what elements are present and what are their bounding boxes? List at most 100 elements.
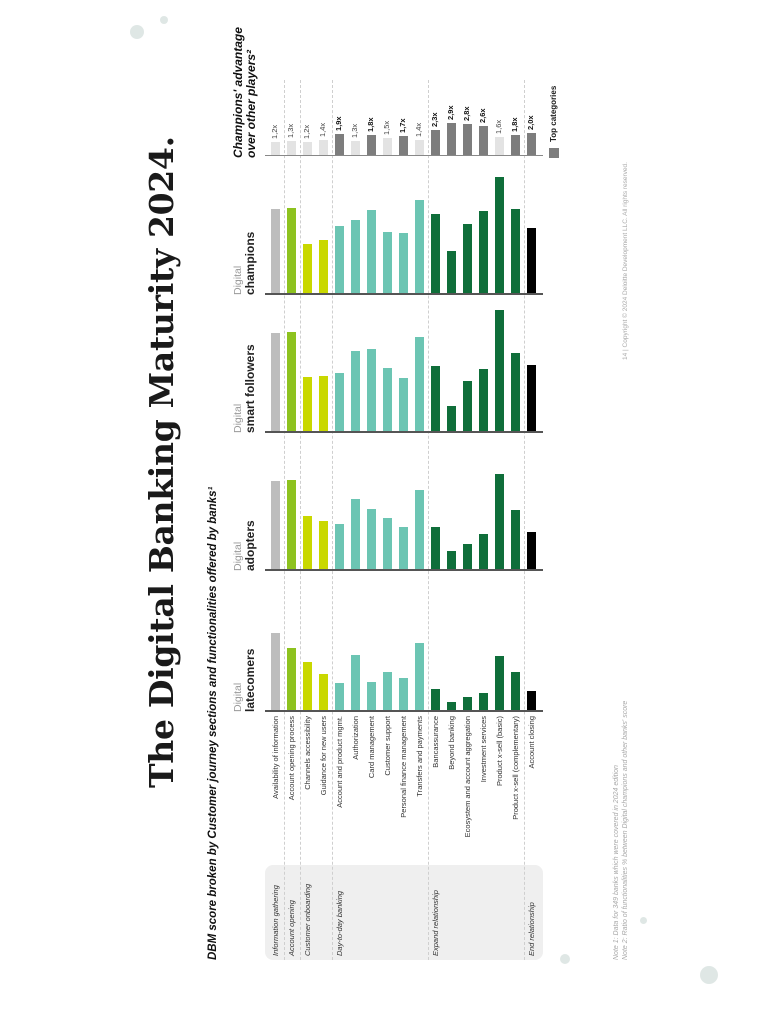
- bar: [271, 209, 280, 293]
- category-label: Personal finance management: [399, 716, 408, 818]
- category-label: Account opening process: [287, 716, 296, 801]
- bar: [335, 226, 344, 293]
- bar: [383, 518, 392, 569]
- stage-label: Expand relationship: [431, 890, 440, 956]
- decorative-splash: [560, 954, 570, 964]
- stage-label: Customer onboarding: [303, 883, 312, 956]
- column-name: adopters: [243, 520, 257, 571]
- category-label: Guidance for new users: [319, 716, 328, 796]
- bar: [271, 481, 280, 569]
- page-title: The Digital Banking Maturity 2024.: [142, 136, 181, 788]
- bar: [527, 532, 536, 569]
- bar-chart-smart-followers: [265, 303, 543, 433]
- bar: [511, 510, 520, 569]
- bar: [383, 232, 392, 293]
- advantage-value: 1,8x: [510, 117, 519, 132]
- bar: [383, 368, 392, 431]
- advantage-bar: [319, 140, 328, 155]
- bar: [367, 509, 376, 569]
- advantage-bar: [287, 141, 296, 155]
- advantage-chart: 1,2x 1,3x 1,2x 1,4x 1,9x 1,3x 1,8x 1,5x 1,7x 1,4x…: [265, 56, 543, 156]
- legend-label: Top categories: [549, 85, 559, 142]
- bar: [271, 333, 280, 431]
- bar: [319, 240, 328, 293]
- advantage-value: 1,2x: [270, 124, 279, 139]
- advantage-value: 1,8x: [366, 117, 375, 132]
- advantage-value: 1,7x: [398, 118, 407, 133]
- advantage-bar: [367, 135, 376, 155]
- bar: [303, 377, 312, 431]
- column-header: Digital adopters: [232, 520, 257, 571]
- advantage-value: 2,8x: [462, 106, 471, 121]
- footnote-1: Note 1: Data for 349 banks which were co…: [613, 765, 620, 960]
- category-labels: Availability of information Account openi…: [0, 716, 768, 864]
- bar: [431, 366, 440, 431]
- bar: [287, 480, 296, 569]
- advantage-bar: [447, 123, 456, 155]
- bar: [287, 648, 296, 710]
- bar: [367, 349, 376, 431]
- advantage-value: 1,4x: [414, 122, 423, 137]
- bar: [463, 381, 472, 431]
- bar: [335, 373, 344, 431]
- stage-label: Information gathering: [271, 885, 280, 956]
- bar: [287, 208, 296, 293]
- advantage-value: 2,3x: [430, 112, 439, 127]
- category-label: Availability of information: [271, 716, 280, 799]
- advantage-value: 1,6x: [494, 119, 503, 134]
- chart-axis: [265, 293, 543, 295]
- column-header: Digital champions: [232, 231, 257, 295]
- bar: [527, 691, 536, 710]
- bar: [319, 674, 328, 710]
- stage-label: Account opening: [287, 900, 296, 956]
- bar: [495, 310, 504, 431]
- category-label: Beyond banking: [447, 716, 456, 770]
- category-label: Ecosystem and account aggregation: [463, 716, 472, 838]
- bar: [511, 353, 520, 431]
- advantage-value: 1,3x: [350, 123, 359, 138]
- stage-label: Day-to-day banking: [335, 890, 344, 956]
- category-label: Card management: [367, 716, 376, 779]
- advantage-bar: [479, 126, 488, 155]
- advantage-bar: [463, 124, 472, 155]
- category-label: Bancassurance: [431, 716, 440, 768]
- stage-label: End relationship: [527, 902, 536, 956]
- advantage-bar: [335, 134, 344, 155]
- bar: [431, 214, 440, 293]
- bar: [367, 682, 376, 710]
- advantage-value: 1,4x: [318, 122, 327, 137]
- bar: [335, 524, 344, 569]
- column-header: Digital smart followers: [232, 344, 257, 433]
- bar: [527, 228, 536, 293]
- bar: [511, 672, 520, 710]
- bar: [335, 683, 344, 710]
- bar: [287, 332, 296, 431]
- advantage-bar: [351, 141, 360, 155]
- decorative-splash: [130, 25, 144, 39]
- category-label: Account and product mgmt.: [335, 716, 344, 808]
- advantage-value: 1,5x: [382, 120, 391, 135]
- category-label: Product x-sell (basic): [495, 716, 504, 787]
- bar: [463, 224, 472, 293]
- column-name: latecomers: [243, 648, 257, 712]
- advantage-bar: [495, 137, 504, 155]
- column-name: champions: [243, 231, 257, 295]
- chart-axis: [265, 431, 543, 433]
- category-label: Investment services: [479, 716, 488, 783]
- bar: [399, 678, 408, 710]
- legend: Top categories: [549, 86, 559, 158]
- bar: [527, 365, 536, 431]
- bar-chart-champions: [265, 165, 543, 295]
- bar: [447, 251, 456, 293]
- category-label: Transfers and payments: [415, 716, 424, 797]
- bar: [511, 209, 520, 293]
- bar: [479, 211, 488, 293]
- bar: [351, 351, 360, 431]
- copyright: 14 | Copyright © 2024 Deloitte Developme…: [622, 162, 629, 360]
- bar: [351, 499, 360, 569]
- advantage-bar: [431, 130, 440, 155]
- advantage-bar: [511, 135, 520, 155]
- bar: [447, 406, 456, 431]
- bar: [351, 655, 360, 710]
